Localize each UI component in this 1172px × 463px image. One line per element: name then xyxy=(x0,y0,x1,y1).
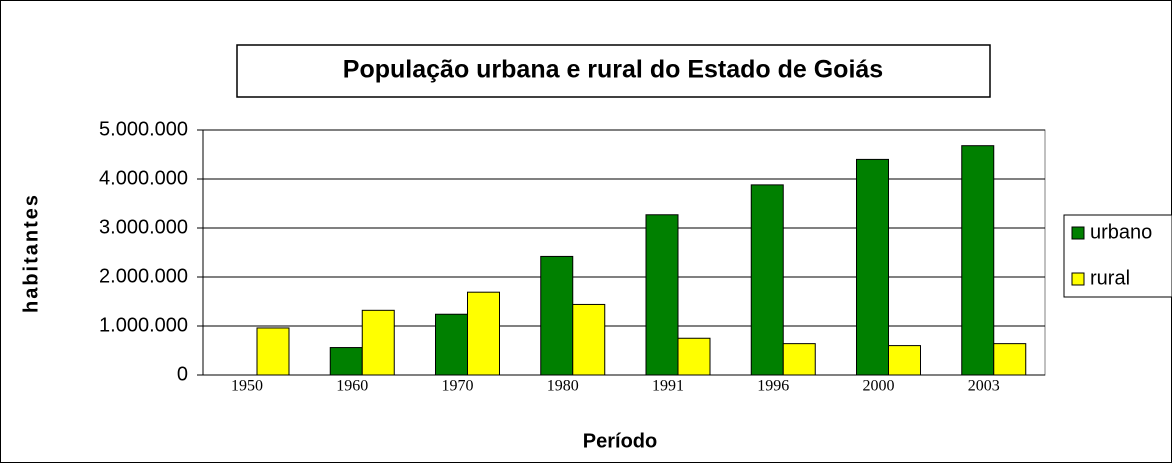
bar xyxy=(645,214,679,376)
y-tick-label: 1.000.000 xyxy=(99,314,188,336)
bar xyxy=(993,343,1027,376)
bar xyxy=(572,303,606,376)
x-tick-label: 1991 xyxy=(652,378,684,395)
x-tick-label: 1960 xyxy=(336,378,368,395)
bar xyxy=(888,345,921,376)
x-tick-label: 1996 xyxy=(757,378,789,395)
y-tick-label: 5.000.000 xyxy=(99,118,188,140)
legend-swatch xyxy=(1071,226,1085,240)
x-tick-label: 1970 xyxy=(442,378,474,395)
bar xyxy=(435,313,468,376)
bar xyxy=(256,327,290,376)
x-tick-label: 2000 xyxy=(863,378,895,395)
legend-label: urbano xyxy=(1090,221,1152,243)
bar xyxy=(961,145,995,376)
x-tick-label: 2003 xyxy=(968,378,1000,395)
y-tick-label: 3.000.000 xyxy=(99,216,188,238)
chart-title: População urbana e rural do Estado de Go… xyxy=(343,56,883,84)
legend-swatch xyxy=(1071,272,1085,286)
bar xyxy=(361,309,395,376)
bar xyxy=(540,255,574,376)
plot-area xyxy=(202,129,1046,376)
y-tick-label: 2.000.000 xyxy=(99,265,188,287)
y-tick-label: 0 xyxy=(177,363,188,385)
bar xyxy=(677,337,711,376)
title-box xyxy=(236,44,991,98)
bar xyxy=(782,343,816,376)
y-tick-label: 4.000.000 xyxy=(99,167,188,189)
x-tick-label: 1950 xyxy=(231,378,263,395)
bar xyxy=(750,184,784,376)
bar xyxy=(329,347,363,376)
y-axis-label: habitantes xyxy=(20,193,42,313)
bar xyxy=(856,158,889,376)
legend-label: rural xyxy=(1090,267,1130,289)
x-axis-label: Período xyxy=(583,430,657,452)
bar xyxy=(467,291,500,376)
x-tick-label: 1980 xyxy=(547,378,579,395)
